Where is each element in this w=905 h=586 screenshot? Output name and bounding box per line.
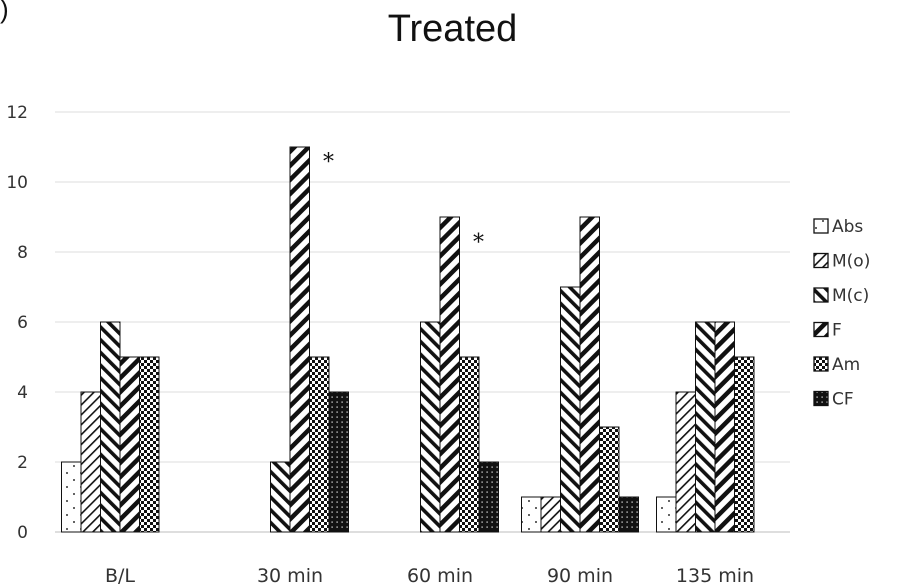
x-tick-label: 135 min — [676, 565, 754, 586]
bar-mc-1 — [270, 461, 291, 533]
bar-am-2 — [459, 356, 480, 533]
bar-am-4 — [734, 356, 755, 533]
legend-swatch — [813, 321, 829, 338]
legend-label: M(o) — [832, 252, 870, 272]
bar-abs-0 — [61, 461, 82, 533]
x-tick-label: 60 min — [407, 565, 473, 586]
legend-label: CF — [832, 390, 854, 410]
bar-mc-2 — [420, 321, 441, 533]
bar-cf-3 — [618, 496, 639, 533]
bar-f-0 — [119, 356, 140, 533]
bar-f-1 — [289, 146, 310, 533]
bar-f-2 — [439, 216, 460, 533]
x-tick-label: 30 min — [257, 565, 323, 586]
bar-mc-3 — [560, 286, 581, 533]
legend-label: Abs — [832, 217, 863, 237]
legend-label: Am — [832, 355, 860, 375]
bar-mo-4 — [675, 391, 696, 533]
significance-asterisk: * — [323, 150, 334, 175]
panel-letter: ) — [0, 0, 9, 24]
bar-mo-0 — [80, 391, 101, 533]
bar-am-1 — [309, 356, 330, 533]
bar-am-3 — [599, 426, 620, 533]
bar-mo-3 — [540, 496, 561, 533]
y-tick-label: 4 — [17, 383, 28, 403]
y-tick-label: 0 — [17, 523, 28, 543]
bar-abs-3 — [521, 496, 542, 533]
bar-cf-1 — [328, 391, 349, 533]
x-tick-label: B/L — [105, 565, 135, 586]
legend-swatch — [813, 356, 829, 372]
bar-f-3 — [579, 216, 600, 533]
bar-abs-4 — [656, 496, 677, 533]
y-tick-label: 8 — [17, 243, 28, 263]
y-tick-label: 6 — [17, 313, 28, 333]
legend-label: M(c) — [832, 286, 869, 306]
bar-am-0 — [139, 356, 160, 533]
legend-swatch — [813, 287, 829, 303]
significance-asterisk: * — [473, 231, 484, 256]
x-tick-label: 90 min — [547, 565, 613, 586]
legend-swatch — [813, 390, 829, 407]
bar-mc-0 — [100, 321, 121, 533]
y-tick-label: 12 — [6, 103, 28, 123]
y-tick-label: 10 — [6, 173, 28, 193]
bar-mc-4 — [695, 321, 716, 533]
legend-swatch — [813, 252, 829, 269]
chart-title: Treated — [387, 8, 518, 50]
bar-f-4 — [714, 321, 735, 533]
bar-cf-2 — [478, 461, 499, 533]
legend-label: F — [832, 321, 842, 341]
y-tick-label: 2 — [17, 453, 28, 473]
legend-swatch — [813, 218, 829, 234]
